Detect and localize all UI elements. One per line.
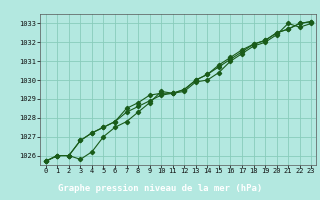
Text: Graphe pression niveau de la mer (hPa): Graphe pression niveau de la mer (hPa) bbox=[58, 184, 262, 193]
